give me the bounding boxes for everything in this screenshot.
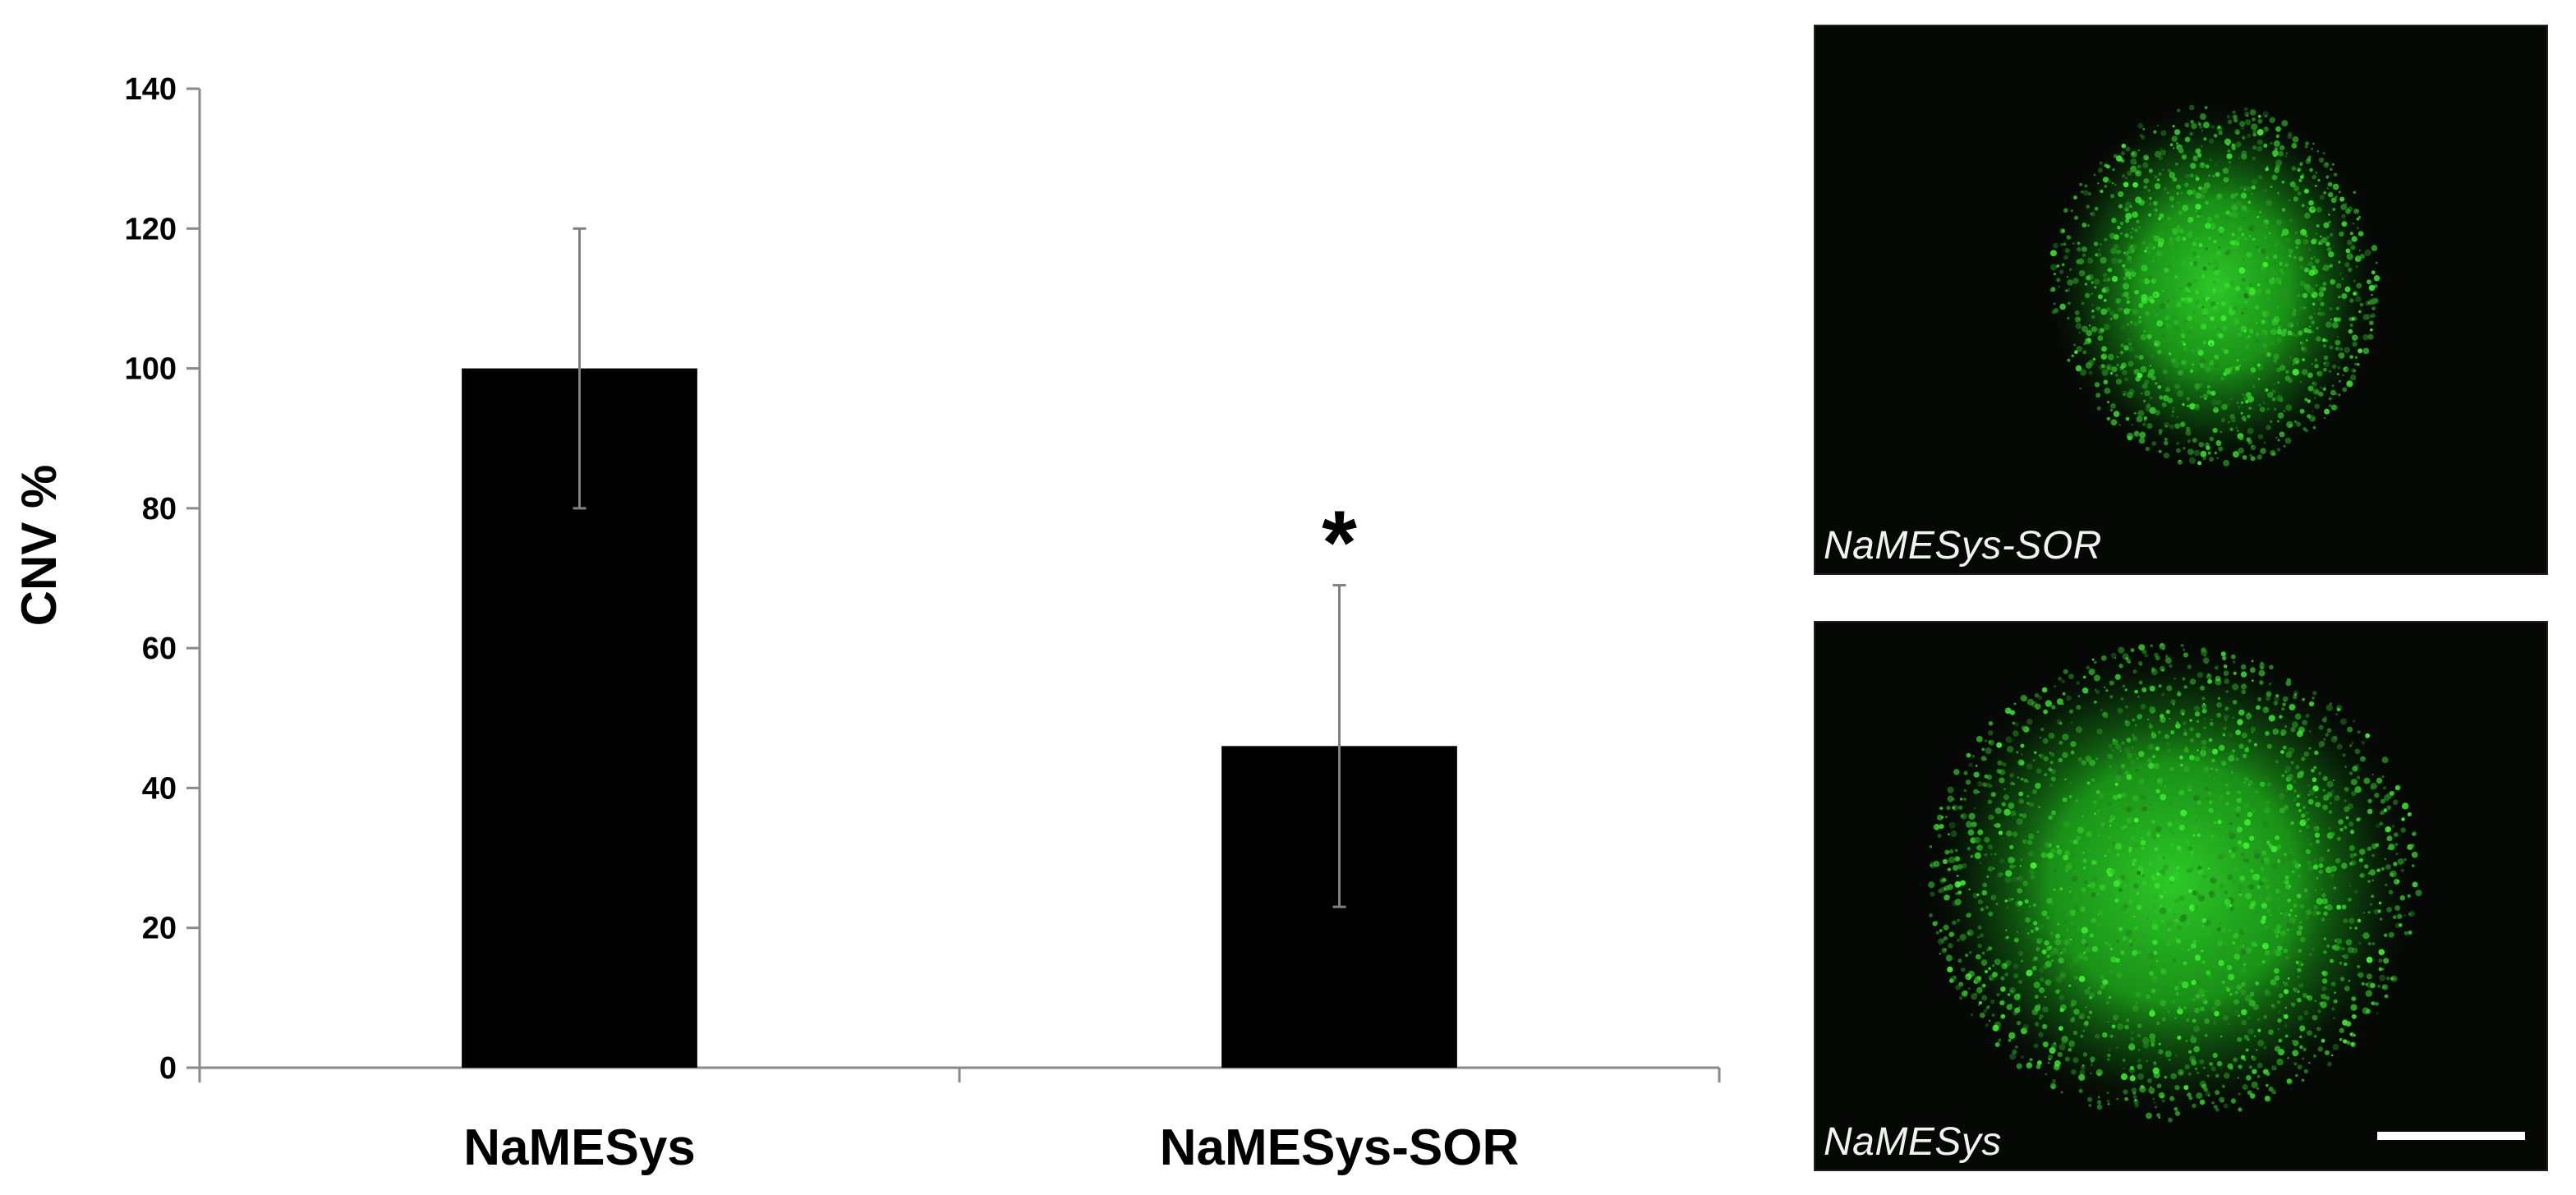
significance-marker: * [1322,493,1357,594]
bars [462,368,1457,1069]
y-tick-label: 20 [142,912,177,946]
y-tick-label: 40 [142,771,177,806]
y-tick-label: 80 [142,492,177,526]
micrograph-bottom: NaMESys [1814,621,2548,1171]
image-caption-bottom: NaMESys [1824,1120,2002,1164]
y-tick-label: 140 [125,72,177,107]
category-labels: NaMESys NaMESys-SOR * [463,493,1519,1176]
error-bars [573,227,1346,908]
chart-axes [198,89,1721,1082]
y-axis-title: CNV % [12,465,67,627]
scale-bar [2377,1132,2525,1140]
y-axis-ticks: 0 20 40 60 80 100 120 140 [125,72,200,1086]
y-tick-label: 60 [142,632,177,666]
y-tick-label: 100 [125,352,177,387]
y-tick-label: 120 [125,212,177,246]
bar-chart: 0 20 40 60 80 100 120 140 NaMESys NaMESys-SOR * C… [12,72,1721,1176]
y-tick-label: 0 [159,1051,177,1086]
category-label: NaMESys [463,1119,696,1176]
category-label: NaMESys-SOR [1160,1119,1520,1176]
fluorescence-image-bottom [1927,642,2422,1123]
fluorescence-image-top [2046,101,2383,471]
image-caption-top: NaMESys-SOR [1824,524,2102,568]
micrograph-top: NaMESys-SOR [1814,25,2548,575]
